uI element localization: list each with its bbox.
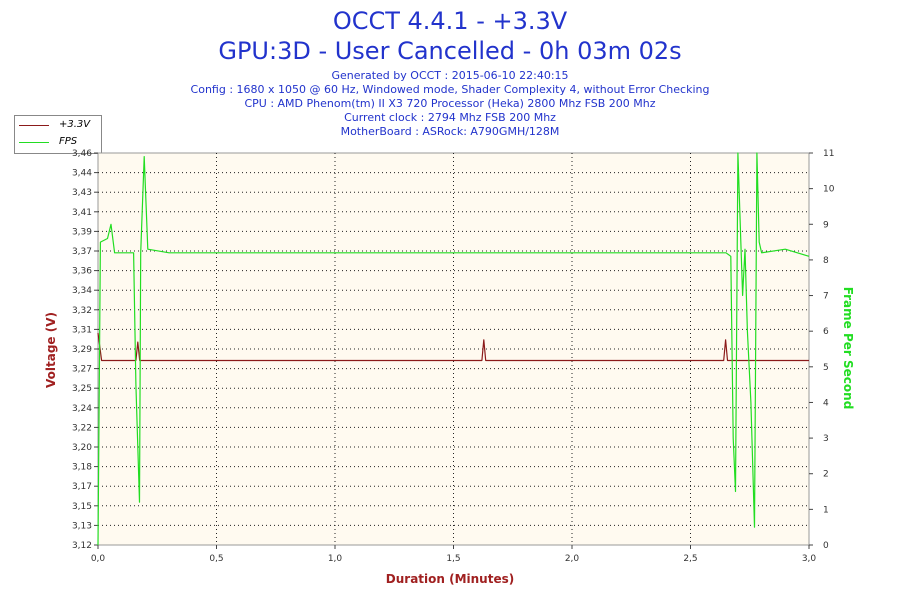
info-config: Config : 1680 x 1050 @ 60 Hz, Windowed m… — [190, 83, 710, 96]
y2-tick-label: 6 — [823, 327, 829, 337]
info-generated: Generated by OCCT : 2015-06-10 22:40:15 — [331, 69, 569, 82]
y-tick-label: 3,24 — [72, 404, 92, 414]
y-tick-label: 3,32 — [72, 306, 92, 316]
y-tick-label: 3,41 — [72, 208, 92, 218]
legend-label-voltage: +3.3V — [59, 119, 91, 130]
series-line-fps — [97, 152, 810, 546]
info-motherboard: MotherBoard : ASRock: A790GMH/128M — [340, 125, 560, 138]
y-tick-label: 3,12 — [72, 541, 92, 551]
x-axis-label: Duration (Minutes) — [385, 572, 515, 586]
y-tick-label: 3,20 — [72, 443, 92, 453]
x-tick-label: 1,0 — [328, 554, 343, 564]
y-tick-label: 3,18 — [72, 463, 92, 473]
y2-tick-label: 9 — [823, 220, 829, 230]
y-tick-label: 3,46 — [72, 149, 92, 159]
x-tick-label: 0,0 — [91, 554, 106, 564]
y-tick-label: 3,43 — [72, 188, 92, 198]
series-line-voltage — [97, 332, 809, 362]
y2-tick-label: 1 — [823, 505, 829, 515]
y-tick-label: 3,34 — [72, 286, 92, 296]
legend-label-fps: FPS — [59, 136, 78, 147]
y2-tick-label: 2 — [823, 470, 829, 480]
x-tick-label: 3,0 — [802, 554, 817, 564]
info-cpu: CPU : AMD Phenom(tm) II X3 720 Processor… — [244, 97, 656, 110]
chart-title: OCCT 4.4.1 - +3.3V — [332, 7, 568, 35]
y-tick-label: 3,15 — [72, 502, 92, 512]
y-tick-label: 3,17 — [72, 482, 92, 492]
y-tick-label: 3,22 — [72, 423, 92, 433]
legend-swatch-voltage — [19, 125, 49, 126]
chart-subtitle: GPU:3D - User Cancelled - 0h 03m 02s — [218, 37, 682, 65]
info-clock: Current clock : 2794 Mhz FSB 200 Mhz — [344, 111, 556, 124]
y-tick-label: 3,13 — [72, 521, 92, 531]
y-tick-label: 3,25 — [72, 384, 92, 394]
y2-tick-label: 4 — [823, 398, 829, 408]
y2-tick-label: 11 — [823, 149, 834, 159]
y-tick-label: 3,37 — [72, 247, 92, 257]
legend-item-fps: FPS — [19, 134, 99, 150]
x-tick-label: 0,5 — [209, 554, 223, 564]
y2-tick-label: 10 — [823, 185, 835, 195]
x-tick-label: 2,5 — [683, 554, 697, 564]
y2-tick-label: 7 — [823, 292, 829, 302]
legend-swatch-fps — [19, 142, 49, 143]
y-tick-label: 3,36 — [72, 267, 92, 277]
y2-tick-label: 0 — [823, 541, 829, 551]
x-tick-label: 2,0 — [565, 554, 580, 564]
y2-tick-label: 3 — [823, 434, 829, 444]
x-tick-label: 1,5 — [446, 554, 460, 564]
legend-item-voltage: +3.3V — [19, 117, 99, 133]
y-tick-label: 3,44 — [72, 169, 92, 179]
y-tick-label: 3,39 — [72, 227, 92, 237]
y2-tick-label: 8 — [823, 256, 829, 266]
y-tick-label: 3,31 — [72, 325, 92, 335]
chart-legend: +3.3V FPS — [14, 115, 102, 154]
y2-tick-label: 5 — [823, 363, 829, 373]
y-tick-label: 3,27 — [72, 365, 92, 375]
y-tick-label: 3,29 — [72, 345, 92, 355]
